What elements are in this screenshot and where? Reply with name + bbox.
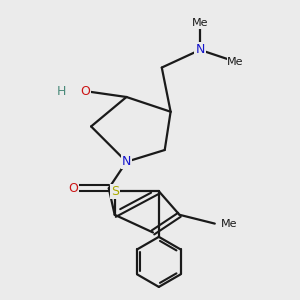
Text: N: N	[122, 155, 131, 168]
Text: H: H	[57, 85, 66, 98]
Text: S: S	[111, 185, 119, 198]
Text: O: O	[68, 182, 78, 195]
Text: O: O	[80, 85, 90, 98]
Text: Me: Me	[227, 57, 244, 67]
Text: Me: Me	[192, 18, 208, 28]
Text: N: N	[195, 44, 205, 56]
Text: Me: Me	[221, 219, 237, 229]
